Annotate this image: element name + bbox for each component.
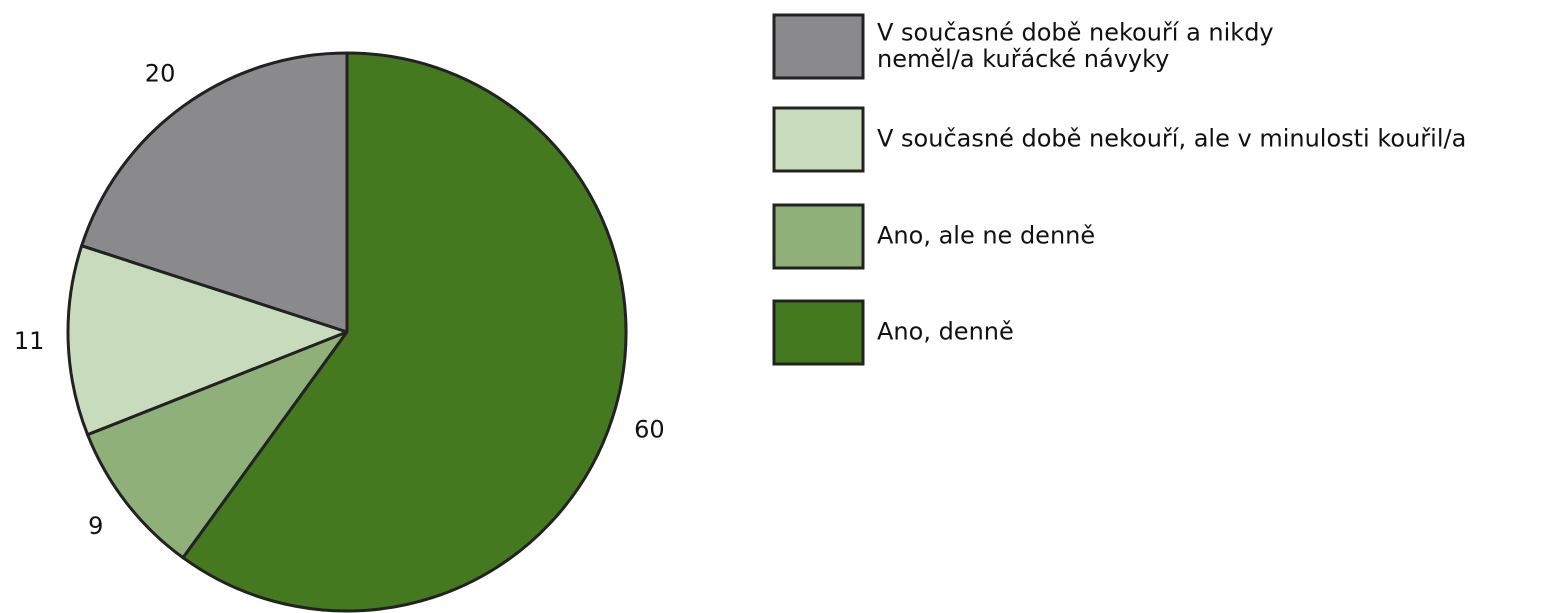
legend-label: V současné době nekouří, ale v minulosti… <box>877 125 1466 153</box>
legend-swatch <box>772 13 865 80</box>
data-label: 9 <box>88 512 103 540</box>
data-label: 60 <box>634 415 665 443</box>
legend-swatch <box>772 299 865 366</box>
pie-slice <box>180 51 628 613</box>
pie-slice <box>66 243 352 437</box>
legend-swatch <box>772 203 865 270</box>
legend-swatch <box>772 106 865 173</box>
data-label: 20 <box>145 60 176 88</box>
pie-slice <box>85 328 352 560</box>
data-label: 11 <box>14 327 45 355</box>
legend-label: V současné době nekouří a nikdy neměl/a k… <box>877 19 1274 73</box>
legend-label: Ano, ale ne denně <box>877 222 1095 250</box>
pie-slice <box>79 51 349 335</box>
legend-label: Ano, denně <box>877 318 1014 346</box>
